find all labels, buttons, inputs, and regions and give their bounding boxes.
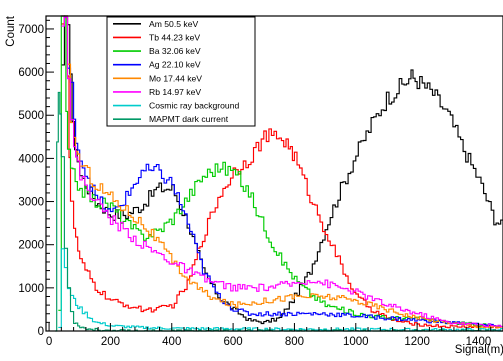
axes-layer: 0 200 400 600 800 1000 1200 1400 0 1000 2000 3000 40… [5,15,503,356]
y-axis-title: Count [5,15,17,46]
series-line-5 [61,15,503,329]
x-tick-label: 1400 [466,336,492,348]
y-tick-label: 1000 [18,283,44,295]
legend-box [106,16,256,127]
series-line-7 [58,248,503,332]
y-tick-label: 4000 [18,153,44,165]
y-tick-label: 5000 [18,110,44,122]
x-tick-label: 200 [101,336,120,348]
legend-label: Ag 22.10 keV [149,60,201,70]
x-tick-label: 400 [162,336,181,348]
x-tick-label: 0 [46,336,52,348]
y-tick-label: 2000 [18,240,44,252]
series-line-4 [61,15,503,328]
y-tick-label: 0 [38,326,44,338]
legend-label: Ba 32.06 keV [149,46,201,56]
legend-label: Am 50.5 keV [149,19,198,29]
series-line-6 [61,16,503,328]
y-tick-label: 7000 [18,24,44,36]
legend-label: Cosmic ray background [149,101,239,111]
legend-label: MAPMT dark current [149,114,229,124]
x-tick-label: 1000 [343,336,369,348]
legend-label: Mo 17.44 keV [149,73,202,83]
y-tick-label: 3000 [18,197,44,209]
series-line-2 [61,16,503,329]
x-tick-label: 1200 [404,336,430,348]
legend-label: Tb 44.23 keV [149,32,200,42]
y-tick-label: 6000 [18,67,44,79]
legend-layer: Am 50.5 keV Tb 44.23 keV Ba 32.06 keV Ag 22… [106,16,256,127]
x-axis-title: Signal(m) [455,344,503,356]
plot-frame [45,15,503,332]
frame-layer [45,15,503,332]
x-tick-label: 800 [285,336,304,348]
legend-label: Rb 14.97 keV [149,87,201,97]
x-tick-label: 600 [224,336,243,348]
